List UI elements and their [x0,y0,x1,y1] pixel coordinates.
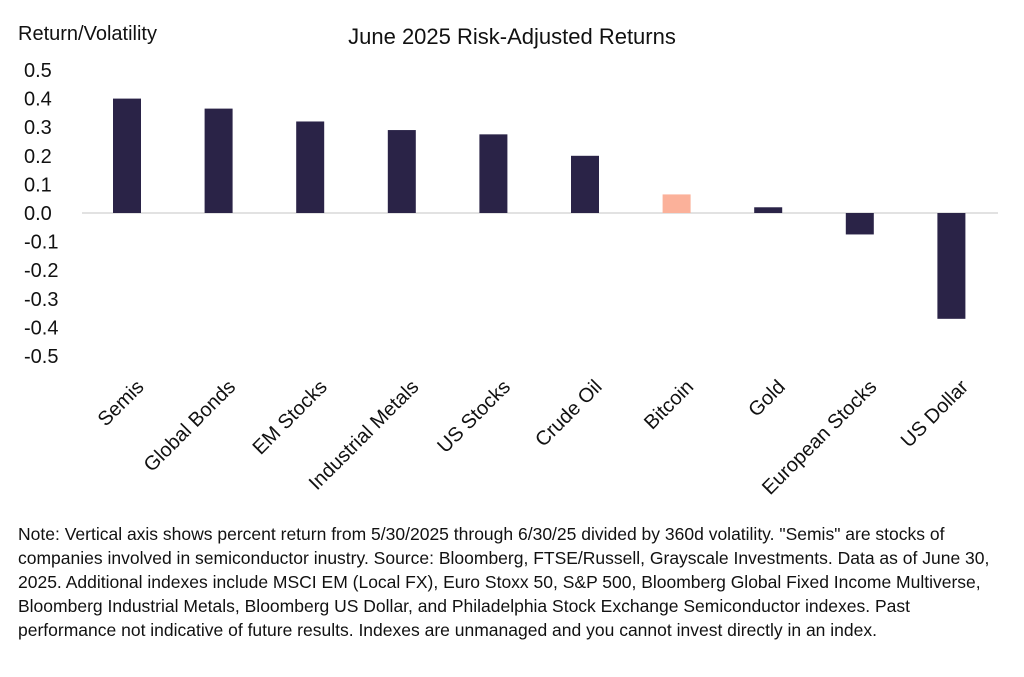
footnote: Note: Vertical axis shows percent return… [18,524,990,640]
x-tick-label: US Dollar [897,376,973,452]
bar-semis [113,98,141,213]
bar-global-bonds [204,108,233,213]
x-tick-label: Semis [94,376,149,431]
x-tick-label: Bitcoin [640,376,698,434]
y-tick-label: -0.4 [24,317,58,339]
y-tick-label: 0.1 [24,174,52,196]
bar-crude-oil [571,155,599,213]
x-tick-label: EM Stocks [249,376,332,459]
y-tick-label: -0.3 [24,289,58,311]
chart-title: June 2025 Risk-Adjusted Returns [348,24,676,49]
bar-bitcoin [662,194,691,213]
y-tick-label: -0.2 [24,260,58,282]
bar-chart: June 2025 Risk-Adjusted Returns Return/V… [18,23,998,500]
bar-us-dollar [937,213,966,319]
y-tick-label: 0.5 [24,60,52,82]
bar-european-stocks [845,213,874,235]
bar-em-stocks [296,121,325,213]
y-tick-label: 0.4 [24,89,52,111]
y-axis-ticks: 0.5 0.4 0.3 0.2 0.1 0.0 -0.1 -0.2 -0.3 -0.4 -0.5 [24,60,58,368]
x-tick-label: Gold [744,376,789,421]
y-tick-label: 0.0 [24,203,52,225]
bar-us-stocks [479,134,508,213]
x-tick-label: Global Bonds [140,376,240,476]
y-axis-label: Return/Volatility [18,23,157,45]
y-tick-label: -0.1 [24,232,58,254]
bars [113,98,966,319]
y-tick-label: 0.3 [24,117,52,139]
bar-gold [754,207,783,213]
y-tick-label: -0.5 [24,346,58,368]
bar-industrial-metals [387,130,416,213]
y-tick-label: 0.2 [24,146,52,168]
x-tick-label: US Stocks [433,376,515,458]
x-tick-label: Crude Oil [531,376,606,451]
